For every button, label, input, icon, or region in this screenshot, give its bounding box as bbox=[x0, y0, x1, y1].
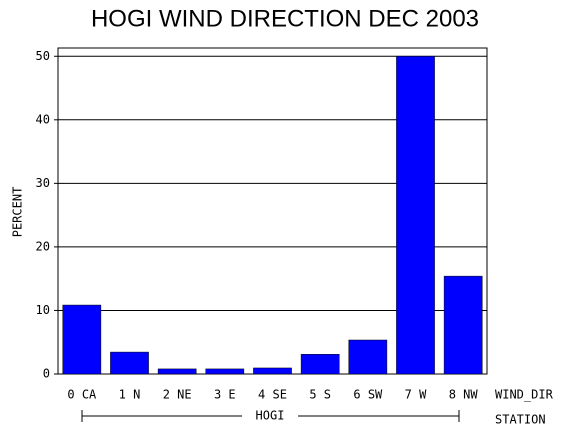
group-axis-label: STATION bbox=[495, 413, 546, 427]
bar bbox=[205, 368, 245, 375]
group-label: HOGI bbox=[256, 409, 285, 423]
bar bbox=[157, 368, 197, 375]
x-tick-label: 6 SW bbox=[353, 388, 383, 402]
x-tick-label: 2 NE bbox=[163, 388, 192, 402]
y-tick-label: 20 bbox=[36, 239, 50, 253]
bar bbox=[300, 354, 340, 375]
bar bbox=[110, 351, 149, 375]
bar bbox=[443, 275, 483, 375]
y-tick-label: 50 bbox=[36, 49, 50, 63]
x-axis-label: WIND_DIR bbox=[495, 388, 554, 402]
x-tick-label: 4 SE bbox=[258, 388, 287, 402]
x-tick-label: 0 CA bbox=[67, 388, 97, 402]
x-tick-label: 3 E bbox=[214, 388, 236, 402]
y-tick-label: 30 bbox=[36, 176, 50, 190]
y-axis-label: PERCENT bbox=[11, 187, 25, 238]
bar bbox=[348, 339, 388, 375]
y-tick-label: 40 bbox=[36, 112, 50, 126]
bar bbox=[396, 56, 435, 375]
bar bbox=[253, 367, 292, 375]
y-tick-label: 10 bbox=[36, 303, 50, 317]
chart-title: HOGI WIND DIRECTION DEC 2003 bbox=[91, 5, 479, 32]
y-tick-label: 0 bbox=[43, 367, 50, 381]
x-tick-label: 7 W bbox=[405, 388, 427, 402]
x-tick-label: 8 NW bbox=[449, 388, 479, 402]
x-tick-label: 5 S bbox=[309, 388, 331, 402]
x-tick-label: 1 N bbox=[119, 388, 141, 402]
bar bbox=[62, 304, 102, 375]
